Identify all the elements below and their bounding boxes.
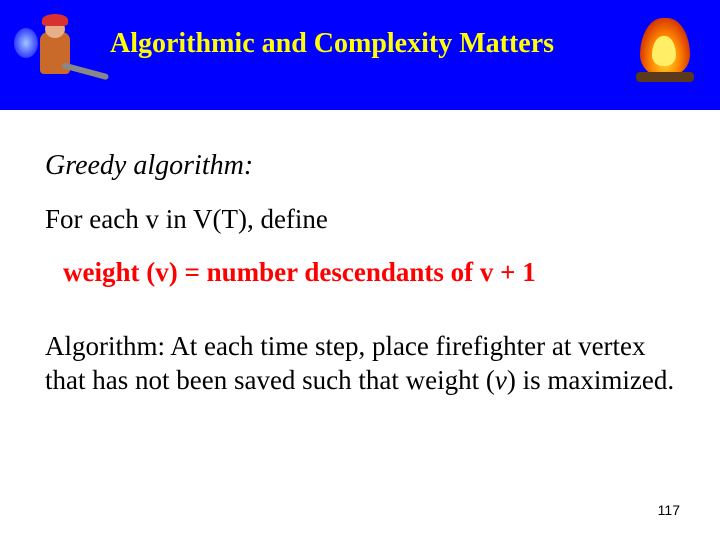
slide-body: Greedy algorithm: For each v in V(T), de…: [0, 110, 720, 398]
page-number: 117: [658, 502, 680, 518]
algorithm-description: Algorithm: At each time step, place fire…: [45, 330, 675, 398]
fire-icon: [630, 14, 700, 84]
subtitle-greedy-algorithm: Greedy algorithm:: [45, 150, 675, 182]
algorithm-text-suffix: ) is maximized.: [507, 365, 674, 395]
slide-header: Algorithmic and Complexity Matters: [0, 0, 720, 110]
algorithm-variable-v: v: [495, 365, 507, 395]
foreach-definition-line: For each v in V(T), define: [45, 204, 675, 235]
slide-title: Algorithmic and Complexity Matters: [110, 28, 554, 60]
weight-definition: weight (v) = number descendants of v + 1: [45, 257, 675, 288]
firefighter-icon: [12, 10, 97, 95]
